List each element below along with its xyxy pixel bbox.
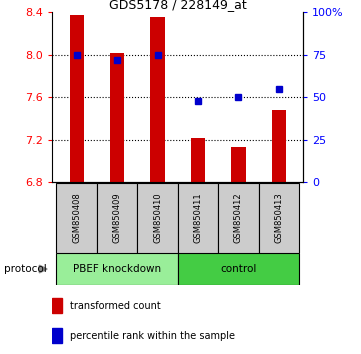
Text: percentile rank within the sample: percentile rank within the sample bbox=[70, 331, 235, 341]
Bar bbox=[231, 147, 245, 182]
Text: GSM850410: GSM850410 bbox=[153, 193, 162, 244]
Text: protocol: protocol bbox=[4, 264, 46, 274]
Text: transformed count: transformed count bbox=[70, 301, 161, 311]
Text: GSM850412: GSM850412 bbox=[234, 193, 243, 244]
Bar bbox=[52, 328, 62, 343]
Bar bbox=[178, 183, 218, 253]
Text: GSM850409: GSM850409 bbox=[113, 193, 122, 244]
Bar bbox=[56, 253, 178, 285]
Bar bbox=[56, 183, 97, 253]
Text: GSM850408: GSM850408 bbox=[72, 193, 81, 244]
Bar bbox=[70, 15, 84, 182]
Text: control: control bbox=[220, 264, 257, 274]
Bar bbox=[178, 253, 299, 285]
Bar bbox=[137, 183, 178, 253]
Bar bbox=[272, 110, 286, 182]
Bar bbox=[110, 53, 124, 182]
Bar bbox=[52, 298, 62, 313]
Bar bbox=[218, 183, 259, 253]
Text: PBEF knockdown: PBEF knockdown bbox=[73, 264, 161, 274]
Bar bbox=[97, 183, 137, 253]
Text: GSM850411: GSM850411 bbox=[193, 193, 203, 244]
Text: GSM850413: GSM850413 bbox=[274, 193, 283, 244]
Bar bbox=[259, 183, 299, 253]
Title: GDS5178 / 228149_at: GDS5178 / 228149_at bbox=[109, 0, 247, 11]
Bar bbox=[191, 138, 205, 182]
Bar bbox=[151, 17, 165, 182]
